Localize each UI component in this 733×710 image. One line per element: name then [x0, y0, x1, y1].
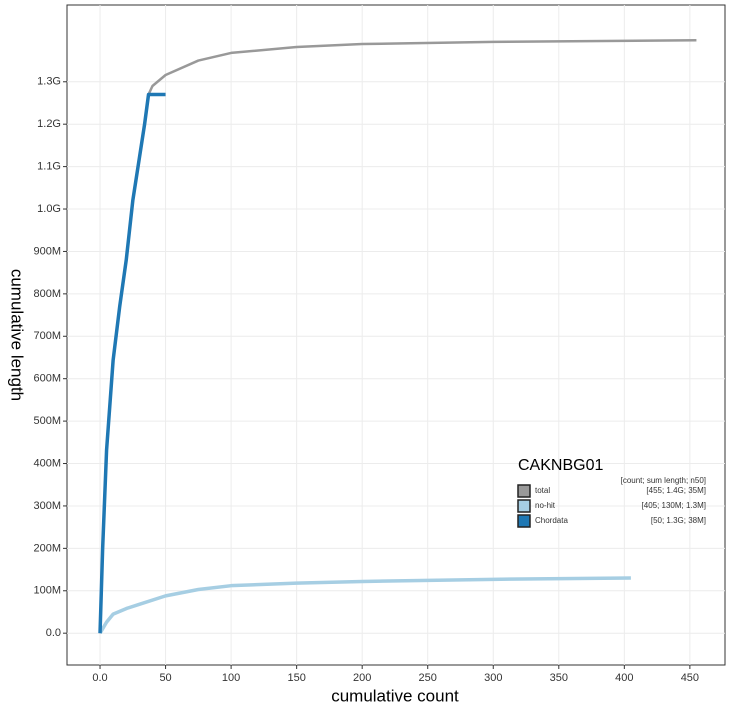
y-tick-label: 1.0G — [37, 203, 61, 215]
series-line — [98, 92, 166, 634]
y-tick-label: 900M — [33, 245, 61, 257]
x-tick-label: 100 — [222, 672, 240, 684]
y-tick-label: 400M — [33, 457, 61, 469]
legend-swatch — [517, 499, 531, 513]
y-tick-label: 1.3G — [37, 76, 61, 88]
legend-label: total — [535, 486, 550, 495]
legend-summary: [50; 1.3G; 38M] — [651, 516, 706, 525]
legend-label: no-hit — [535, 501, 556, 510]
x-tick-label: 200 — [353, 672, 371, 684]
y-tick-label: 500M — [33, 415, 61, 427]
x-tick-label: 350 — [550, 672, 568, 684]
y-axis-title: cumulative length — [8, 269, 27, 401]
legend-swatch — [517, 484, 531, 498]
y-tick-label: 200M — [33, 542, 61, 554]
legend-title: CAKNBG01 — [518, 457, 603, 474]
y-tick-label: 0.0 — [46, 627, 61, 639]
y-tick-label: 100M — [33, 585, 61, 597]
legend-summary: [405; 130M; 1.3M] — [642, 501, 706, 510]
x-axis-title: cumulative count — [331, 686, 459, 705]
plot-frame — [66, 4, 726, 666]
x-tick-label: 450 — [681, 672, 699, 684]
y-tick-label: 700M — [33, 330, 61, 342]
x-tick-label: 50 — [159, 672, 171, 684]
legend-summary: [455; 1.4G; 35M] — [646, 486, 706, 495]
y-tick-label: 1.2G — [37, 118, 61, 130]
series-line — [98, 576, 631, 635]
legend-header: [count; sum length; n50] — [621, 476, 706, 485]
x-tick-label: 250 — [419, 672, 437, 684]
x-tick-label: 0.0 — [92, 672, 107, 684]
legend-label: Chordata — [535, 516, 568, 525]
y-tick-label: 300M — [33, 500, 61, 512]
x-tick-label: 400 — [615, 672, 633, 684]
y-tick-label: 1.1G — [37, 161, 61, 173]
x-tick-label: 150 — [287, 672, 305, 684]
legend-swatch — [517, 514, 531, 528]
x-tick-label: 300 — [484, 672, 502, 684]
y-tick-label: 800M — [33, 288, 61, 300]
y-tick-label: 600M — [33, 373, 61, 385]
